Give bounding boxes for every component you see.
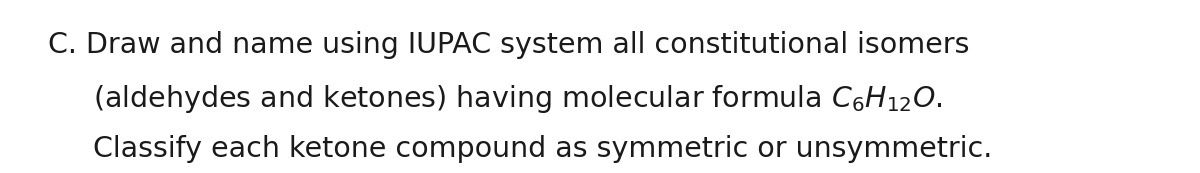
- Text: (aldehydes and ketones) having molecular formula $C_6H_{12}O$.: (aldehydes and ketones) having molecular…: [48, 83, 943, 115]
- Text: C. Draw and name using IUPAC system all constitutional isomers: C. Draw and name using IUPAC system all …: [48, 31, 970, 59]
- Text: Classify each ketone compound as symmetric or unsymmetric.: Classify each ketone compound as symmetr…: [48, 135, 992, 163]
